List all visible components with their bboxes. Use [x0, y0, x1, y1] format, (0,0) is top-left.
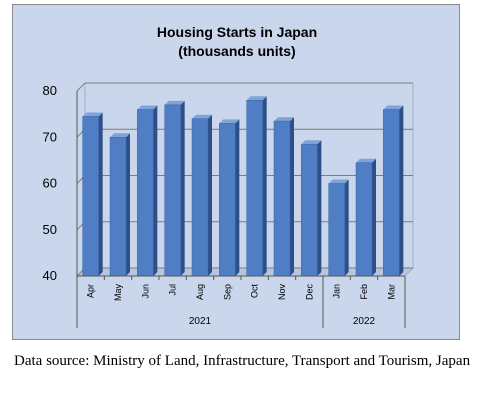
year-group-label: 2021	[189, 316, 212, 327]
bar-top-face	[274, 117, 294, 122]
bar-side-face	[372, 158, 376, 276]
x-tick-label: Mar	[386, 284, 396, 300]
x-tick-label: Apr	[86, 284, 96, 298]
bar-dec	[301, 140, 322, 277]
bar-top-face	[219, 119, 240, 124]
bar-top-face	[110, 133, 130, 138]
bar-top-face	[192, 114, 212, 119]
bar-front-face	[219, 123, 236, 277]
bar-mar	[383, 105, 404, 277]
data-source-note: Data source: Ministry of Land, Infrastru…	[14, 353, 471, 369]
bar-chart: Housing Starts in Japan (thousands units…	[43, 24, 414, 328]
bar-top-face	[164, 100, 185, 105]
bar-top-face	[82, 112, 103, 117]
bar-side-face	[98, 112, 103, 276]
bar-top-face	[301, 140, 322, 145]
bar-top-face	[137, 105, 158, 110]
bar-front-face	[328, 183, 345, 277]
y-tick-label: 70	[43, 129, 57, 144]
x-tick-label: Jul	[168, 284, 178, 296]
bar-top-face	[328, 179, 349, 184]
bar-front-face	[191, 118, 209, 277]
bar-side-face	[290, 117, 294, 276]
x-tick-label: May	[113, 284, 123, 302]
bar-oct	[246, 96, 267, 277]
bar-may	[109, 133, 130, 277]
bar-side-face	[235, 119, 240, 276]
x-tick-label: Aug	[195, 284, 205, 300]
x-tick-label: Sep	[222, 284, 232, 300]
y-tick-label: 60	[43, 176, 57, 191]
x-tick-label: Jan	[332, 284, 342, 299]
bar-front-face	[355, 162, 373, 277]
bar-aug	[191, 114, 212, 277]
gridline	[76, 82, 413, 92]
bar-jun	[137, 105, 158, 277]
bar-side-face	[208, 114, 212, 276]
bar-front-face	[109, 137, 127, 277]
chart-title-line-2: (thousands units)	[178, 43, 295, 59]
bar-front-face	[246, 100, 263, 277]
bar-feb	[355, 158, 376, 277]
bar-side-face	[344, 179, 349, 276]
bar-front-face	[383, 109, 400, 277]
bar-front-face	[82, 116, 99, 277]
bar-side-face	[153, 105, 158, 276]
bar-apr	[82, 112, 103, 277]
bar-top-face	[356, 158, 376, 163]
bar-front-face	[164, 104, 181, 277]
bar-front-face	[301, 143, 318, 277]
year-group-label: 2022	[353, 316, 376, 327]
chart-title-line-1: Housing Starts in Japan	[157, 24, 317, 40]
bar-jan	[328, 179, 349, 277]
chart-panel: Housing Starts in Japan (thousands units…	[12, 4, 460, 340]
bar-side-face	[126, 133, 130, 276]
x-tick-label: Feb	[359, 284, 369, 300]
bar-top-face	[383, 105, 404, 110]
bar-nov	[273, 117, 294, 277]
bar-front-face	[137, 109, 154, 277]
bar-front-face	[273, 120, 291, 277]
y-tick-label: 40	[43, 268, 57, 283]
x-tick-label: Nov	[277, 284, 287, 301]
bar-sep	[219, 119, 240, 277]
y-tick-label: 50	[43, 222, 57, 237]
x-tick-label: Dec	[304, 284, 314, 301]
bar-side-face	[180, 100, 185, 276]
bar-side-face	[262, 96, 267, 276]
x-tick-label: Oct	[250, 284, 260, 299]
x-tick-label: Jun	[140, 284, 150, 299]
y-tick-label: 80	[43, 83, 57, 98]
bar-jul	[164, 100, 185, 277]
bar-side-face	[399, 105, 404, 276]
bar-side-face	[317, 140, 322, 276]
bar-top-face	[246, 96, 267, 101]
